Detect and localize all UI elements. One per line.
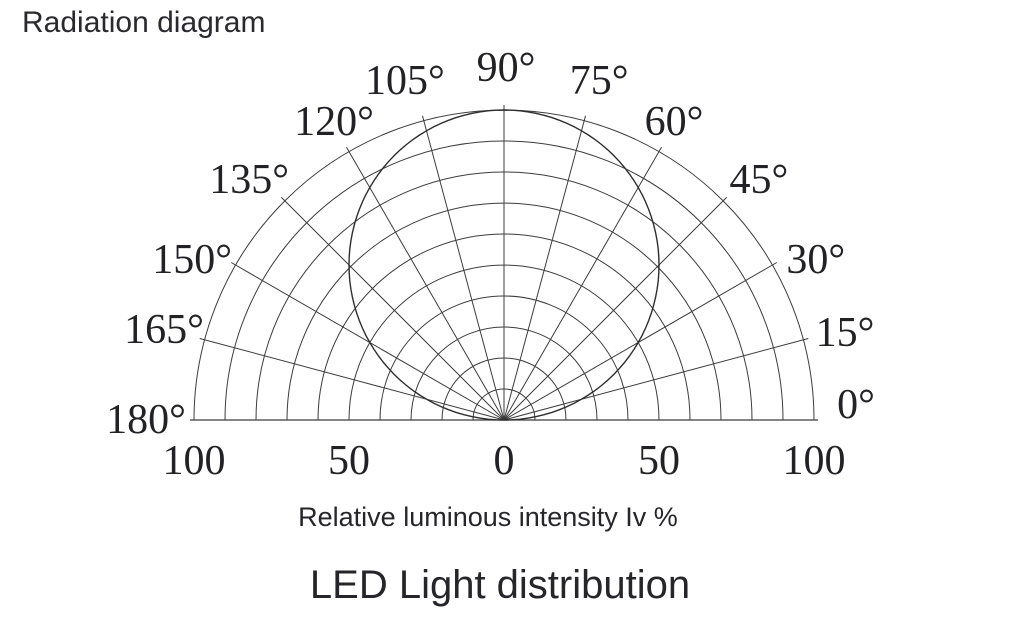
chart-subtitle: LED Light distribution [309,563,691,607]
angle-tick-label: 180° [106,397,186,443]
angle-tick-label: 0° [837,382,875,428]
angle-tick-label: 135° [209,157,289,203]
angle-tick-label: 150° [152,237,232,283]
angle-tick-label: 30° [786,237,845,283]
radial-scale-label: 0 [494,438,515,484]
angle-tick-label: 45° [730,157,789,203]
angle-grid-line [503,115,587,421]
angle-grid-line [503,196,728,421]
angle-tick-label: 60° [645,99,704,145]
angle-tick-label: 15° [816,310,875,356]
angle-grid-line [421,115,505,421]
angle-grid-line [280,196,505,421]
radial-scale-label: 100 [163,438,226,484]
angle-grid-line [503,146,662,421]
angle-grid-line [503,337,809,421]
angle-grid-line [230,262,505,421]
radiation-curve [348,109,660,421]
angle-grid-line [503,262,778,421]
angle-grid-line [346,146,505,421]
angle-tick-label: 165° [124,307,204,353]
angle-tick-label: 105° [365,58,445,104]
angle-tick-label: 75° [570,58,629,104]
angle-tick-label: 90° [477,45,536,91]
angle-tick-label: 120° [294,99,374,145]
angle-grid-line [199,337,505,421]
radial-axis-caption: Relative luminous intensity Iv % [298,502,678,532]
page-title: Radiation diagram [22,6,266,39]
radial-scale-label: 100 [783,438,846,484]
radial-scale-label: 50 [328,438,370,484]
radial-scale-label: 50 [638,438,680,484]
